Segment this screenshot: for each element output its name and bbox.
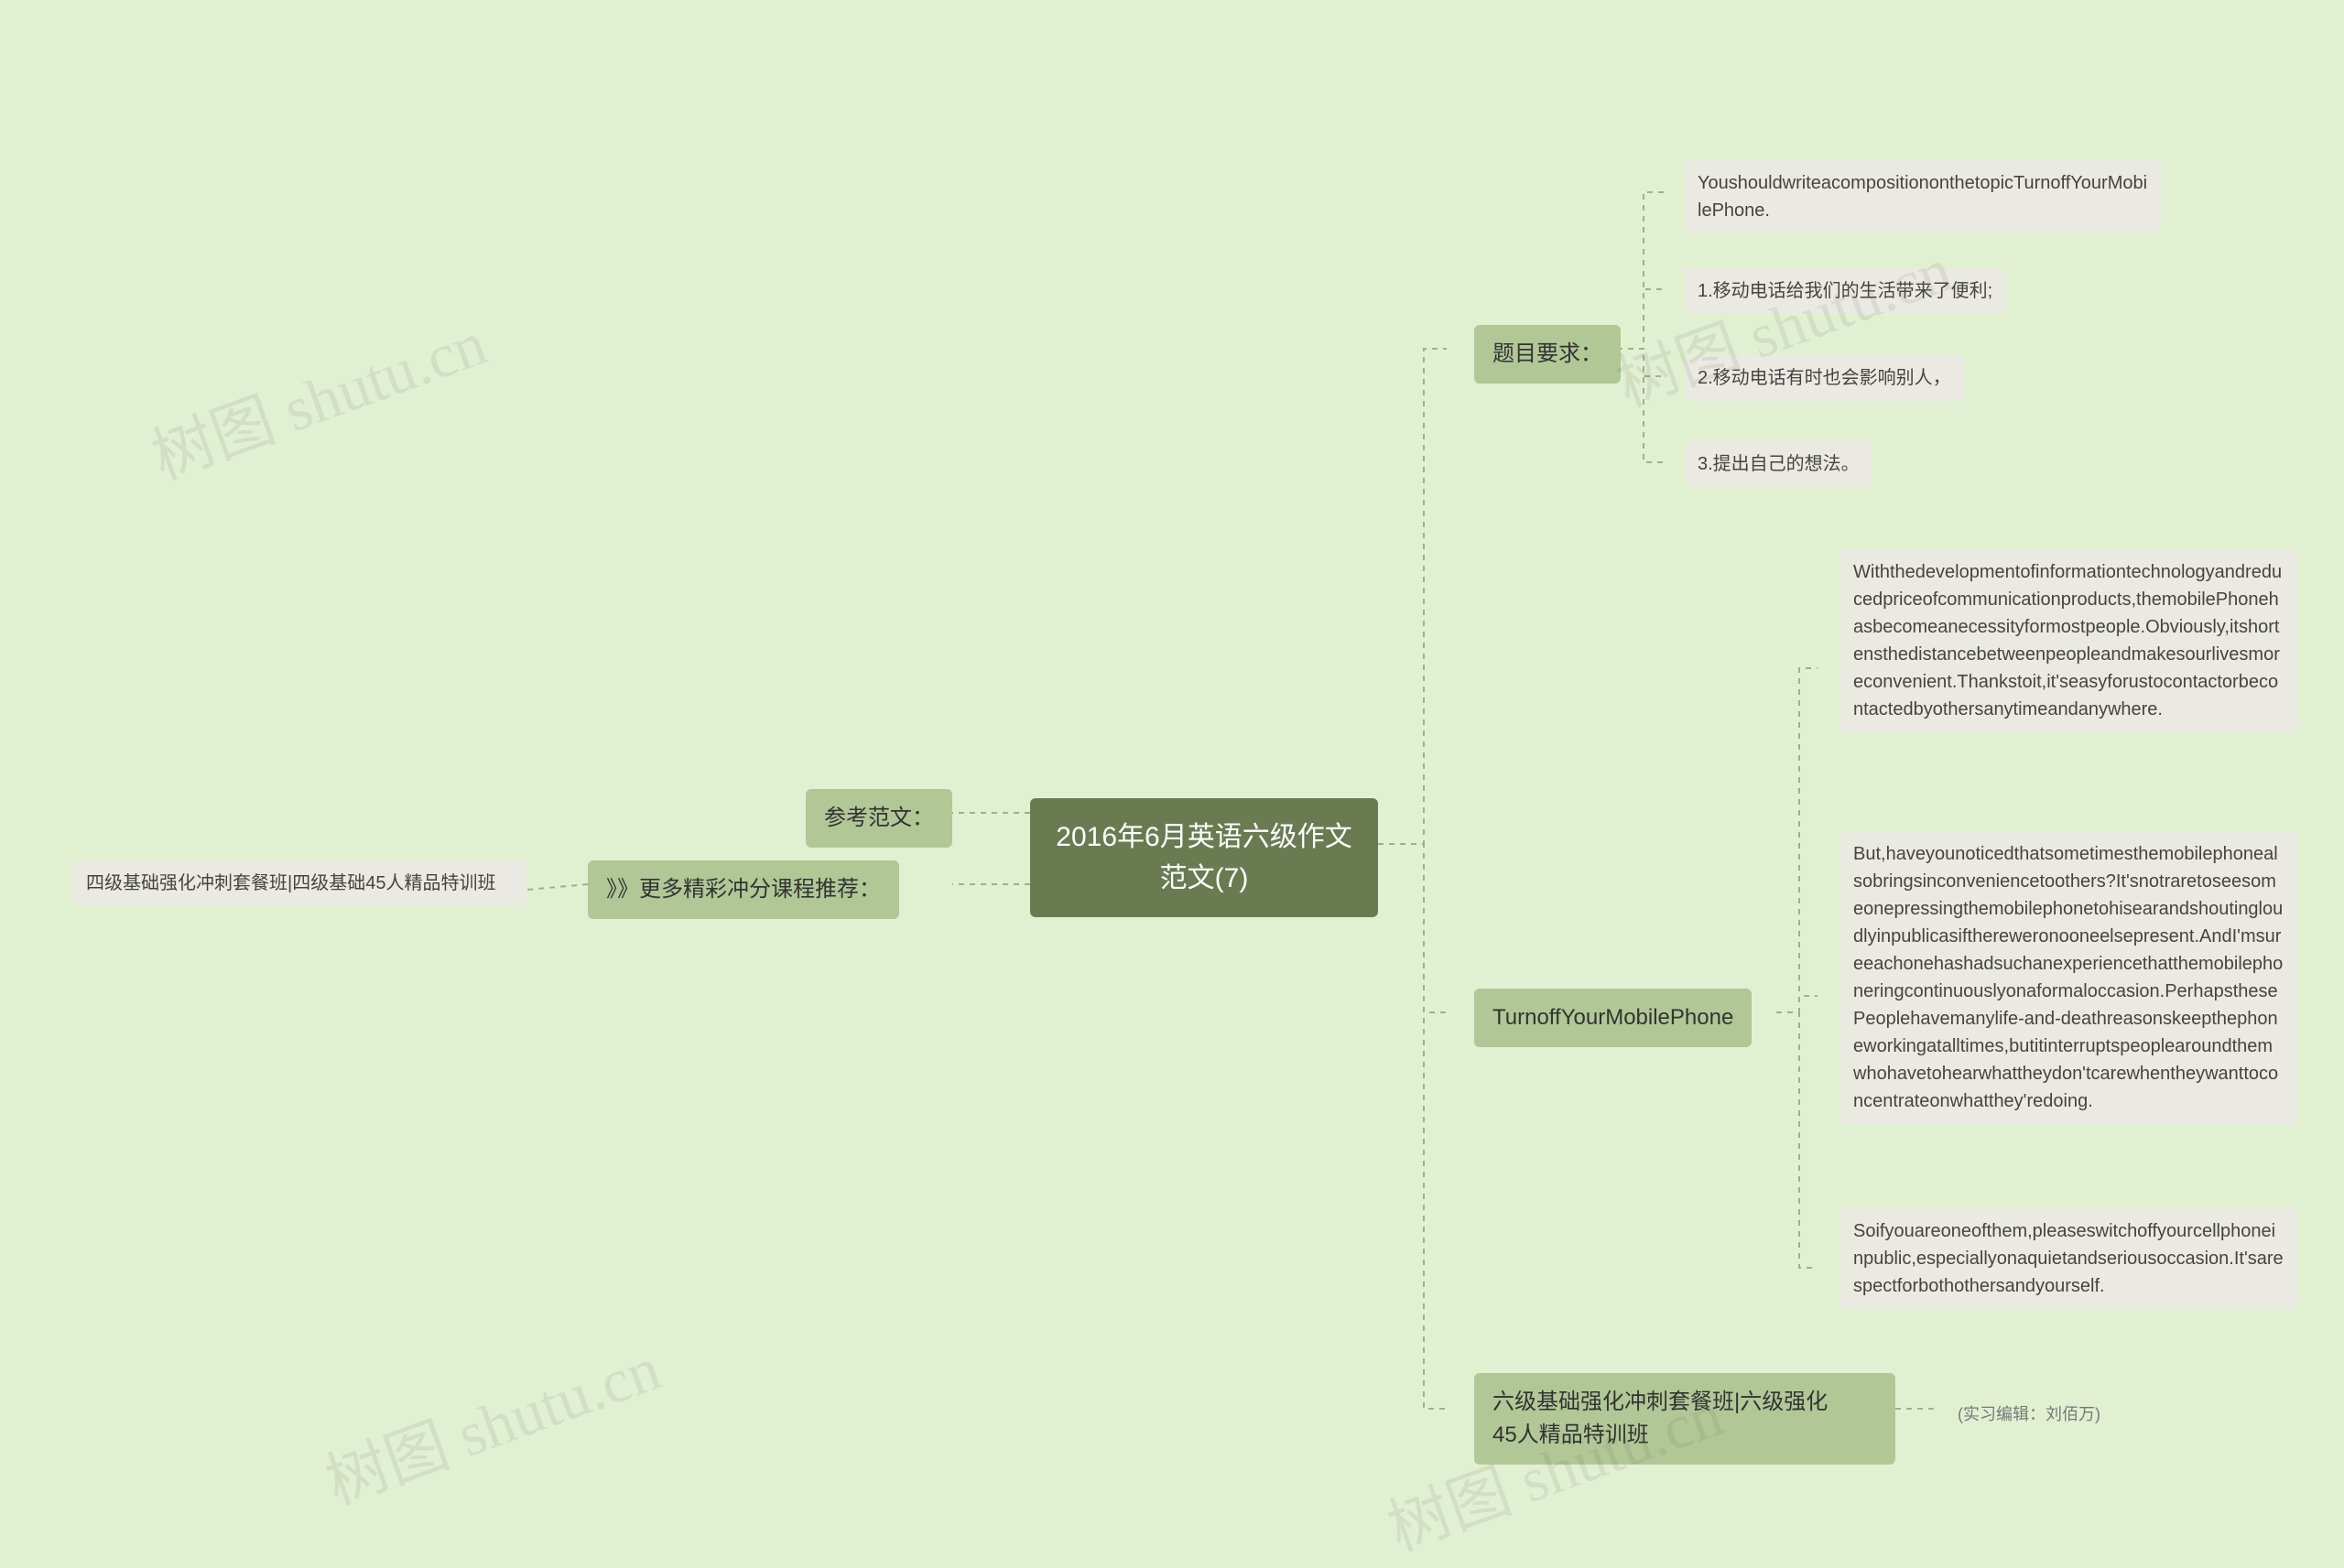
cankao-branch: 参考范文：	[806, 789, 952, 848]
timu-leaf-0-text: YoushouldwriteacompositiononthetopicTurn…	[1698, 173, 2147, 221]
turnoff-para-0: Withthedevelopmentofinformationtechnolog…	[1840, 549, 2298, 732]
timu-leaf-1-text: 1.移动电话给我们的生活带来了便利;	[1698, 281, 1992, 301]
watermark: 树图 shutu.cn	[137, 293, 496, 498]
timu-leaf-3-text: 3.提出自己的想法。	[1698, 454, 1860, 474]
turnoff-para-2-text: Soifyouareoneofthem,pleaseswitchoffyourc…	[1853, 1221, 2284, 1296]
root-line2: 范文(7)	[1160, 863, 1249, 893]
more-branch: 》》更多精彩冲分课程推荐：	[588, 860, 899, 919]
timu-leaf-3: 3.提出自己的想法。	[1685, 441, 1872, 487]
liuji-line1: 六级基础强化冲刺套餐班|六级强化	[1492, 1390, 1828, 1414]
timu-label: 题目要求：	[1492, 341, 1602, 366]
cankao-label: 参考范文：	[824, 806, 934, 830]
timu-leaf-0: YoushouldwriteacompositiononthetopicTurn…	[1685, 160, 2161, 233]
watermark: 树图 shutu.cn	[311, 1318, 670, 1523]
more-label: 》》更多精彩冲分课程推荐：	[606, 877, 881, 902]
timu-branch: 题目要求：	[1474, 325, 1621, 384]
turnoff-branch: TurnoffYourMobilePhone	[1474, 989, 1752, 1047]
timu-leaf-2: 2.移动电话有时也会影响别人，	[1685, 355, 1964, 401]
turnoff-para-0-text: Withthedevelopmentofinformationtechnolog…	[1853, 562, 2282, 719]
root-line1: 2016年6月英语六级作文	[1056, 822, 1351, 852]
turnoff-para-2: Soifyouareoneofthem,pleaseswitchoffyourc…	[1840, 1208, 2298, 1309]
liuji-editor-text: (实习编辑：刘佰万)	[1958, 1405, 2100, 1423]
level4-text: 四级基础强化冲刺套餐班|四级基础45人精品特训班	[86, 873, 495, 893]
timu-leaf-2-text: 2.移动电话有时也会影响别人，	[1698, 368, 1951, 388]
timu-leaf-1: 1.移动电话给我们的生活带来了便利;	[1685, 268, 2005, 314]
liuji-editor: (实习编辑：刘佰万)	[1941, 1391, 2117, 1438]
liuji-branch: 六级基础强化冲刺套餐班|六级强化 45人精品特训班	[1474, 1373, 1895, 1465]
level4-leaf: 四级基础强化冲刺套餐班|四级基础45人精品特训班	[73, 860, 526, 906]
root-node: 2016年6月英语六级作文 范文(7)	[1030, 798, 1378, 917]
turnoff-label: TurnoffYourMobilePhone	[1492, 1005, 1733, 1030]
turnoff-para-1-text: But,haveyounoticedthatsometimesthemobile…	[1853, 844, 2283, 1111]
turnoff-para-1: But,haveyounoticedthatsometimesthemobile…	[1840, 831, 2298, 1124]
liuji-line2: 45人精品特训班	[1492, 1422, 1649, 1447]
